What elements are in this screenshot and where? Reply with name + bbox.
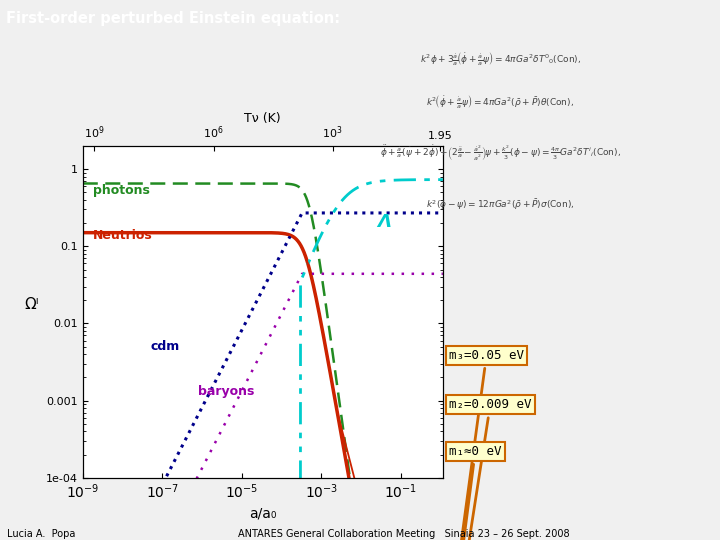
- Text: ANTARES General Collaboration Meeting   Sinaia 23 – 26 Sept. 2008: ANTARES General Collaboration Meeting Si…: [238, 529, 570, 539]
- Text: photons: photons: [93, 184, 150, 197]
- Text: cdm: cdm: [150, 340, 179, 353]
- Text: Λ: Λ: [377, 213, 391, 231]
- X-axis label: a/a₀: a/a₀: [249, 507, 276, 521]
- Text: First-order perturbed Einstein equation:: First-order perturbed Einstein equation:: [6, 11, 341, 26]
- Text: $k^2(\phi-\psi) = 12\pi G a^2(\bar{\rho}+\bar{P})\sigma(\mathrm{Con}),$: $k^2(\phi-\psi) = 12\pi G a^2(\bar{\rho}…: [426, 197, 575, 212]
- Text: $\ddot{\phi}+\frac{\dot{a}}{a}(\dot{\psi}+2\dot{\phi})+\!\left(2\frac{\ddot{a}}{: $\ddot{\phi}+\frac{\dot{a}}{a}(\dot{\psi…: [380, 144, 621, 163]
- Text: $k^2\!\left(\dot{\phi}+\frac{\dot{a}}{a}\psi\right) = 4\pi G a^2(\bar{\rho}+\bar: $k^2\!\left(\dot{\phi}+\frac{\dot{a}}{a}…: [426, 93, 575, 110]
- Text: Lucia A.  Popa: Lucia A. Popa: [7, 529, 76, 539]
- Text: m₂=0.009 eV: m₂=0.009 eV: [430, 398, 531, 540]
- Text: Neutrios: Neutrios: [93, 229, 153, 242]
- Text: m₃=0.05 eV: m₃=0.05 eV: [429, 349, 524, 540]
- Text: $k^2\phi + 3\frac{\dot{a}}{a}\!\left(\dot{\phi}+\frac{\dot{a}}{a}\psi\right) = 4: $k^2\phi + 3\frac{\dot{a}}{a}\!\left(\do…: [420, 50, 581, 66]
- Text: baryons: baryons: [198, 384, 255, 397]
- X-axis label: Tν (K): Tν (K): [245, 112, 281, 125]
- Text: m₁≈0 eV: m₁≈0 eV: [431, 444, 502, 540]
- Y-axis label: Ωᴵ: Ωᴵ: [24, 297, 40, 312]
